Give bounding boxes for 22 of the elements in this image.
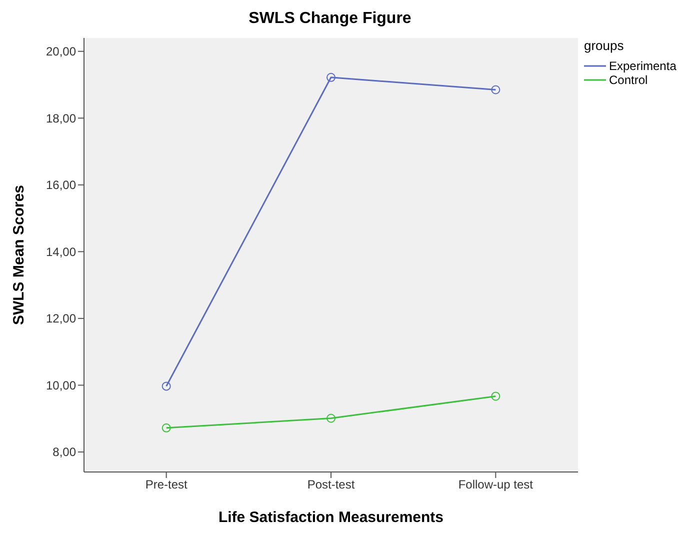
point — [162, 382, 171, 391]
y-tick-label: 8,00 — [52, 445, 76, 460]
y-tick-label: 20,00 — [46, 44, 76, 59]
x-tick-label: Post-test — [307, 478, 356, 492]
y-tick-label: 18,00 — [46, 111, 76, 126]
point — [326, 72, 336, 82]
point — [491, 392, 500, 401]
legend-title: groups — [584, 38, 625, 53]
y-tick-label: 16,00 — [46, 178, 76, 192]
legend-label: Control — [609, 73, 648, 87]
y-tick-label: 14,00 — [46, 244, 76, 259]
point — [162, 423, 171, 432]
y-tick-label: 12,00 — [46, 312, 76, 326]
x-tick-label: Pre-test — [145, 478, 188, 492]
legend-label: Experimenta — [609, 59, 676, 73]
x-tick-label: Follow-up test — [458, 478, 534, 492]
point — [326, 414, 336, 423]
y-tick-label: 10,00 — [46, 378, 76, 392]
y-axis-title: SWLS Mean Scores — [10, 184, 28, 326]
point — [491, 85, 500, 94]
chart-title: SWLS Change Figure — [248, 10, 412, 28]
x-axis-title: Life Satisfaction Measurements — [218, 509, 444, 526]
